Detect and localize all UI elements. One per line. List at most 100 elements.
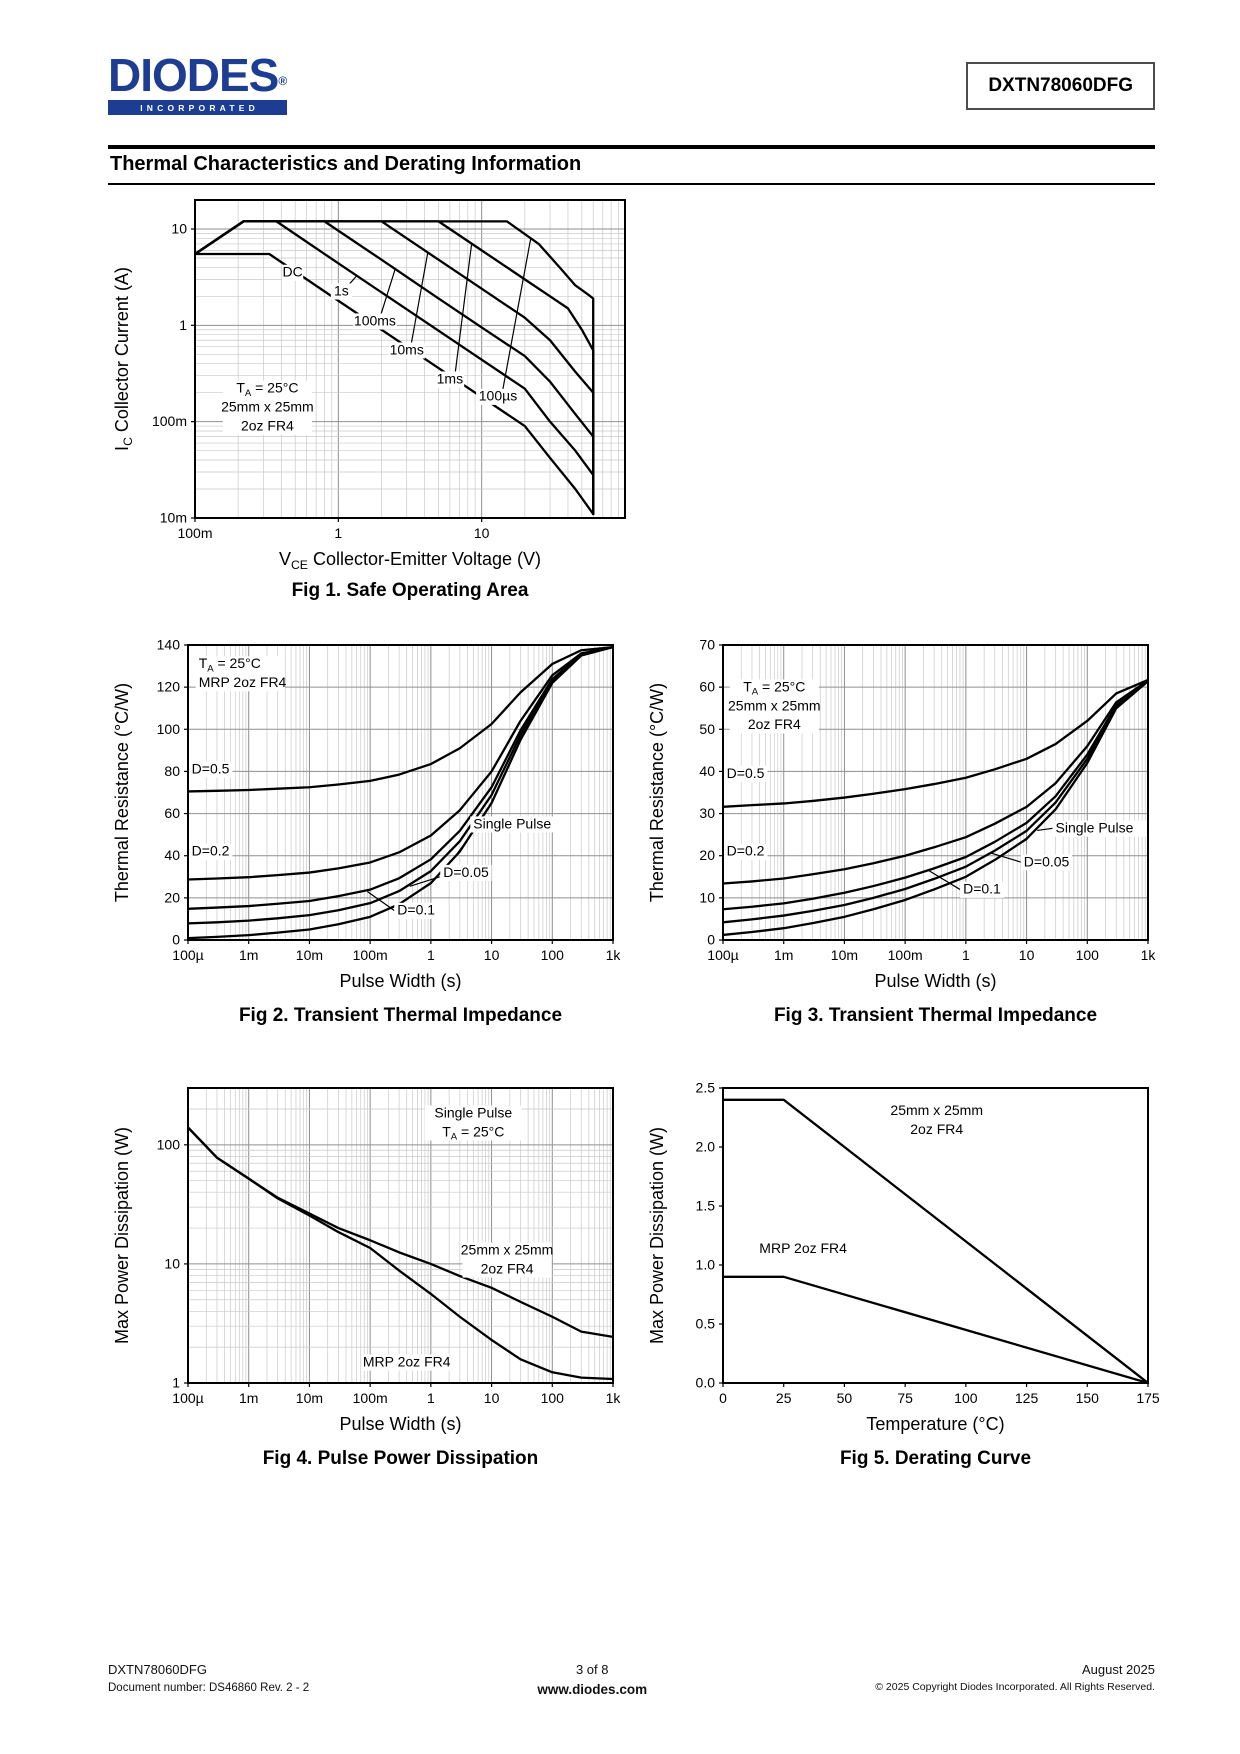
svg-text:100m: 100m [353,947,388,963]
svg-text:1k: 1k [606,947,622,963]
svg-text:20: 20 [699,847,715,863]
svg-text:25mm x 25mm: 25mm x 25mm [890,1102,983,1118]
figure-thermal-impedance-25mm: TA = 25°C 25mm x 25mm 2oz FR4 D=0.5 D=0.2 Sin… [645,635,1160,1027]
diodes-logo: DIODES® INCORPORATED [108,49,288,115]
series-D=0.05 [723,679,1148,924]
svg-text:120: 120 [157,679,181,695]
svg-text:1s: 1s [334,282,349,298]
svg-text:100m: 100m [152,413,187,429]
svg-text:25mm x 25mm: 25mm x 25mm [728,697,821,713]
svg-text:D=0.5: D=0.5 [192,761,230,777]
svg-text:Single Pulse: Single Pulse [1056,820,1134,836]
svg-text:0: 0 [172,932,180,948]
fig4-caption: Fig 4. Pulse Power Dissipation [262,1448,539,1469]
svg-text:1m: 1m [239,947,258,963]
svg-text:125: 125 [1015,1390,1039,1406]
svg-text:1k: 1k [606,1390,622,1406]
svg-text:40: 40 [699,763,715,779]
svg-text:100µ: 100µ [707,947,738,963]
page-footer: DXTN78060DFG Document number: DS46860 Re… [108,1660,1155,1700]
pulse-power-chart: Single Pulse TA = 25°C 25mm x 25mm 2oz FR4 M… [112,1087,622,1434]
svg-text:2oz FR4: 2oz FR4 [481,1260,534,1276]
svg-text:Max Power Dissipation (W): Max Power Dissipation (W) [112,1127,132,1344]
svg-text:TA = 25°C: TA = 25°C [442,1123,504,1142]
svg-text:60: 60 [699,679,715,695]
series-D=0.2 [723,679,1148,885]
svg-text:10: 10 [171,220,187,236]
svg-text:10: 10 [1019,947,1035,963]
svg-text:100: 100 [954,1390,978,1406]
svg-text:10m: 10m [296,1390,323,1406]
svg-text:25: 25 [776,1390,792,1406]
svg-text:1: 1 [179,317,187,333]
svg-text:100µs: 100µs [479,388,517,404]
svg-text:Pulse Width (s): Pulse Width (s) [874,971,996,991]
series-D=0.5 [188,645,613,793]
svg-text:1m: 1m [774,947,793,963]
svg-text:175: 175 [1136,1390,1160,1406]
svg-text:50: 50 [837,1390,853,1406]
svg-text:1: 1 [172,1375,180,1391]
svg-text:1: 1 [427,947,435,963]
svg-text:60: 60 [164,805,180,821]
section-title: Thermal Characteristics and Derating Inf… [108,145,1155,185]
svg-text:10: 10 [164,1255,180,1271]
svg-text:DC: DC [283,264,303,280]
svg-text:Temperature (°C): Temperature (°C) [866,1414,1004,1434]
svg-text:Thermal Resistance (°C/W): Thermal Resistance (°C/W) [647,683,667,902]
svg-text:D=0.05: D=0.05 [1024,853,1070,869]
svg-text:100: 100 [541,947,565,963]
figure-thermal-impedance-mrp: TA = 25°C MRP 2oz FR4 D=0.5 D=0.2 Single Pul… [110,635,625,1027]
footer-website-link[interactable]: www.diodes.com [537,1681,648,1697]
registered-trademark-icon: ® [278,74,288,88]
svg-text:10m: 10m [160,510,187,526]
svg-text:D=0.2: D=0.2 [727,843,765,859]
svg-text:D=0.2: D=0.2 [192,843,230,859]
svg-text:0: 0 [707,932,715,948]
svg-text:25mm x 25mm: 25mm x 25mm [221,399,314,415]
svg-text:100: 100 [1076,947,1100,963]
svg-text:1m: 1m [239,1390,258,1406]
svg-text:2.0: 2.0 [696,1139,716,1155]
svg-text:Pulse Width (s): Pulse Width (s) [339,1414,461,1434]
svg-text:VCE Collector-Emitter Voltage: VCE Collector-Emitter Voltage (V) [279,549,541,572]
svg-text:10: 10 [699,889,715,905]
svg-text:Max Power Dissipation (W): Max Power Dissipation (W) [647,1127,667,1344]
logo-incorporated-bar: INCORPORATED [108,100,288,115]
svg-text:150: 150 [1076,1390,1100,1406]
svg-text:Thermal Resistance (°C/W): Thermal Resistance (°C/W) [112,683,132,902]
svg-text:Single Pulse: Single Pulse [473,815,551,831]
svg-text:IC Collector Current (A): IC Collector Current (A) [112,267,135,451]
svg-text:TA = 25°C: TA = 25°C [743,678,805,697]
svg-text:D=0.5: D=0.5 [727,765,765,781]
svg-text:40: 40 [164,847,180,863]
svg-text:1.5: 1.5 [696,1198,716,1214]
svg-text:1: 1 [334,525,342,541]
logo-wordmark: DIODES [108,49,279,101]
svg-text:70: 70 [699,637,715,653]
svg-text:TA = 25°C: TA = 25°C [236,380,298,399]
derating-curve-chart: 25mm x 25mm 2oz FR4 MRP 2oz FR4 0 25 50 75 100 1… [647,1080,1160,1435]
svg-text:20: 20 [164,889,180,905]
svg-text:100ms: 100ms [354,312,396,328]
svg-text:25mm x 25mm: 25mm x 25mm [461,1241,554,1257]
figure-derating-curve: 25mm x 25mm 2oz FR4 MRP 2oz FR4 0 25 50 75 100 1… [645,1078,1160,1470]
svg-text:10: 10 [484,1390,500,1406]
svg-text:2.5: 2.5 [696,1080,716,1096]
series-100ms [195,220,595,516]
page-header: DIODES® INCORPORATED DXTN78060DFG [108,52,1155,115]
svg-text:D=0.1: D=0.1 [397,902,435,918]
svg-text:1ms: 1ms [437,370,463,386]
series-MRP 2oz FR4 [723,1275,1148,1383]
svg-text:100µ: 100µ [172,947,203,963]
series-D=0.5 [723,678,1148,808]
svg-text:Pulse Width (s): Pulse Width (s) [339,971,461,991]
figure-safe-operating-area: DC 1s 100ms 10ms 1ms 100µs TA = 25°C 25mm x 25m… [110,190,670,602]
fig1-caption: Fig 1. Safe Operating Area [291,580,529,601]
series-MRP 2oz FR4 [188,1126,613,1381]
svg-text:2oz FR4: 2oz FR4 [910,1121,963,1137]
svg-text:0: 0 [719,1390,727,1406]
